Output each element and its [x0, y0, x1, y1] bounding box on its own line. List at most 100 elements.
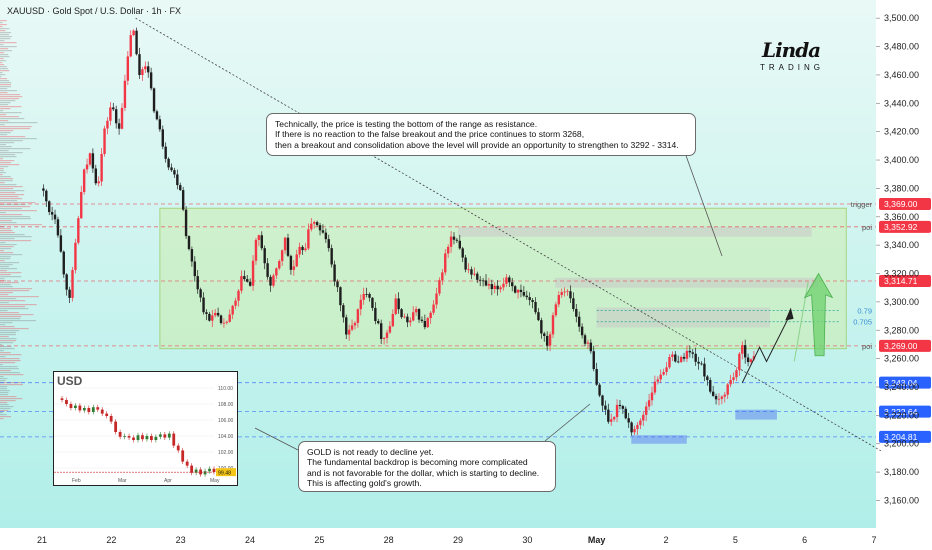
candle-body	[478, 279, 482, 281]
candle-body	[720, 396, 724, 399]
inset-candle-body	[74, 405, 77, 408]
candle-body	[65, 274, 68, 290]
volume-profile-bar	[0, 114, 7, 116]
volume-profile-bar	[0, 102, 11, 104]
x-tick-label: 25	[314, 535, 324, 545]
volume-profile-bar	[0, 280, 7, 282]
inset-candle-body	[203, 471, 207, 475]
demand-box	[631, 435, 687, 444]
annotation-top: Technically, the price is testing the bo…	[266, 113, 696, 156]
candle-body	[173, 170, 176, 175]
volume-profile-bar	[0, 370, 11, 372]
candle-body	[426, 318, 429, 328]
candle-body	[266, 263, 269, 277]
candle-body	[741, 345, 744, 354]
candle-body	[240, 276, 243, 291]
candle-body	[650, 392, 654, 401]
volume-profile-bar	[0, 332, 17, 334]
volume-profile-bar	[0, 324, 6, 326]
annotation-line: If there is no reaction to the false bre…	[275, 129, 585, 140]
volume-profile-bar	[0, 84, 11, 86]
x-tick-label: 28	[384, 535, 394, 545]
level-badge	[879, 275, 931, 288]
inset-candle-body	[208, 468, 211, 472]
candle-body	[103, 128, 106, 154]
volume-profile-bar	[0, 276, 22, 278]
volume-profile-bar	[0, 278, 5, 280]
volume-profile-bar	[0, 230, 13, 232]
candle-body	[342, 305, 345, 318]
candle-body	[246, 279, 249, 282]
candle-body	[540, 320, 543, 334]
y-tick-label: 3,400.00	[884, 155, 919, 165]
volume-profile-bar	[0, 38, 11, 40]
candle-body	[275, 268, 278, 276]
candle-body	[48, 201, 51, 213]
volume-profile-bar	[0, 210, 37, 212]
candle-body	[158, 119, 162, 130]
candle-body	[211, 315, 214, 321]
candle-body	[610, 419, 613, 422]
candle-body	[187, 236, 191, 250]
inset-candle-body	[96, 407, 100, 410]
inset-y-label: 110.00	[218, 386, 233, 392]
candle-body	[97, 181, 100, 184]
candle-body	[604, 405, 607, 410]
volume-profile-bar	[0, 68, 9, 70]
candle-body	[481, 280, 485, 282]
candle-body	[295, 254, 298, 267]
candle-body	[243, 276, 246, 280]
candle-body	[248, 281, 252, 286]
level-badge-label: 3,352.92	[884, 222, 918, 232]
inset-x-label: Feb	[72, 478, 81, 484]
candle-body	[336, 281, 339, 288]
volume-profile-bar	[0, 272, 22, 274]
volume-profile-bar	[0, 82, 12, 84]
volume-profile-bar	[0, 32, 12, 34]
level-badge	[879, 198, 931, 211]
inset-candle-body	[190, 465, 194, 473]
volume-profile-bar	[0, 300, 26, 302]
inset-plot: 110.00108.00106.00104.00102.00100.0099.4…	[54, 372, 236, 485]
inset-candle-body	[136, 435, 140, 440]
candle-body	[222, 322, 226, 324]
volume-profile-bar	[0, 186, 23, 188]
volume-profile-bar	[0, 404, 9, 406]
volume-profile-bar	[0, 246, 14, 248]
volume-profile-bar	[0, 130, 14, 132]
volume-profile-bar	[0, 360, 21, 362]
volume-profile-bar	[0, 328, 29, 330]
volume-profile-bar	[0, 62, 3, 64]
volume-profile-bar	[0, 238, 15, 240]
candle-body	[138, 54, 141, 76]
level-badge-label: 3,204.81	[884, 432, 918, 442]
volume-profile-bar	[0, 262, 20, 264]
volume-profile-bar	[0, 112, 22, 114]
candle-body	[726, 384, 729, 395]
fib-label: 0.79	[857, 306, 872, 315]
volume-profile-bar	[0, 302, 9, 304]
y-tick-label: 3,380.00	[884, 183, 919, 193]
candle-body	[82, 169, 86, 193]
volume-profile-bar	[0, 380, 6, 382]
volume-profile-bar	[0, 142, 15, 144]
candle-body	[379, 323, 383, 339]
volume-profile-bar	[0, 346, 12, 348]
y-tick-label: 3,160.00	[884, 495, 919, 505]
candle-body	[149, 72, 153, 89]
y-tick-label: 3,360.00	[884, 212, 919, 222]
demand-box	[735, 409, 777, 420]
volume-profile-bar	[0, 298, 17, 300]
candle-body	[548, 334, 552, 346]
candle-body	[167, 158, 170, 168]
candle-body	[598, 384, 601, 396]
candle-body	[484, 280, 488, 286]
candle-body	[665, 367, 668, 373]
inset-last-value: 99.48	[218, 470, 231, 476]
inset-y-label: 108.00	[218, 402, 234, 408]
candle-body	[752, 356, 756, 360]
candle-body	[691, 352, 694, 354]
candle-body	[723, 394, 726, 397]
candle-body	[144, 66, 147, 70]
